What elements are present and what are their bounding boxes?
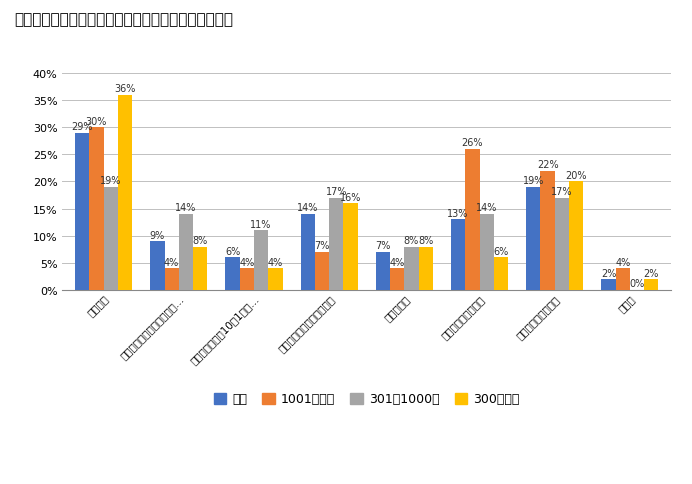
Bar	[465, 150, 480, 290]
Bar	[404, 247, 419, 290]
Bar	[315, 253, 329, 290]
Text: 14%: 14%	[476, 203, 498, 213]
Text: 9%: 9%	[149, 230, 165, 240]
Text: ［図表１０］２０２５年卒採用の配属先を伝える時期: ［図表１０］２０２５年卒採用の配属先を伝える時期	[14, 12, 233, 27]
Bar	[300, 214, 315, 290]
Text: 30%: 30%	[86, 116, 107, 126]
Text: 4%: 4%	[390, 257, 405, 267]
Bar	[104, 187, 118, 290]
Bar	[555, 198, 569, 290]
Text: 19%: 19%	[522, 176, 544, 186]
Text: 11%: 11%	[251, 219, 272, 229]
Text: 8%: 8%	[404, 236, 419, 245]
Text: 0%: 0%	[630, 279, 645, 289]
Text: 4%: 4%	[239, 257, 255, 267]
Bar	[343, 204, 358, 290]
Text: 6%: 6%	[225, 246, 240, 257]
Bar	[494, 258, 508, 290]
Bar	[540, 171, 555, 290]
Text: 29%: 29%	[71, 122, 93, 132]
Bar	[89, 128, 104, 290]
Legend: 全体, 1001名以上, 301～1000名, 300名以下: 全体, 1001名以上, 301～1000名, 300名以下	[208, 388, 525, 410]
Bar	[526, 187, 540, 290]
Text: 17%: 17%	[551, 187, 572, 197]
Text: 20%: 20%	[565, 170, 587, 181]
Text: 22%: 22%	[537, 160, 558, 169]
Bar	[601, 280, 616, 290]
Text: 13%: 13%	[448, 209, 468, 218]
Bar	[644, 280, 659, 290]
Bar	[329, 198, 343, 290]
Bar	[616, 269, 630, 290]
Text: 4%: 4%	[268, 257, 283, 267]
Bar	[419, 247, 433, 290]
Text: 8%: 8%	[418, 236, 433, 245]
Bar	[165, 269, 179, 290]
Bar	[390, 269, 404, 290]
Bar	[193, 247, 208, 290]
Bar	[226, 258, 239, 290]
Bar	[118, 95, 132, 290]
Text: 14%: 14%	[175, 203, 197, 213]
Text: 16%: 16%	[340, 192, 361, 202]
Text: 26%: 26%	[462, 138, 483, 148]
Text: 4%: 4%	[615, 257, 630, 267]
Text: 7%: 7%	[314, 241, 329, 251]
Text: 8%: 8%	[192, 236, 208, 245]
Text: 36%: 36%	[114, 84, 136, 94]
Bar	[239, 269, 254, 290]
Bar	[268, 269, 282, 290]
Bar	[254, 231, 268, 290]
Text: 2%: 2%	[644, 268, 659, 278]
Text: 17%: 17%	[325, 187, 347, 197]
Text: 6%: 6%	[493, 246, 509, 257]
Text: 4%: 4%	[164, 257, 179, 267]
Bar	[75, 133, 89, 290]
Bar	[451, 220, 465, 290]
Text: 19%: 19%	[100, 176, 122, 186]
Bar	[150, 242, 165, 290]
Bar	[569, 182, 583, 290]
Text: 7%: 7%	[375, 241, 390, 251]
Bar	[179, 214, 193, 290]
Bar	[480, 214, 494, 290]
Bar	[376, 253, 390, 290]
Text: 2%: 2%	[601, 268, 616, 278]
Text: 14%: 14%	[297, 203, 318, 213]
